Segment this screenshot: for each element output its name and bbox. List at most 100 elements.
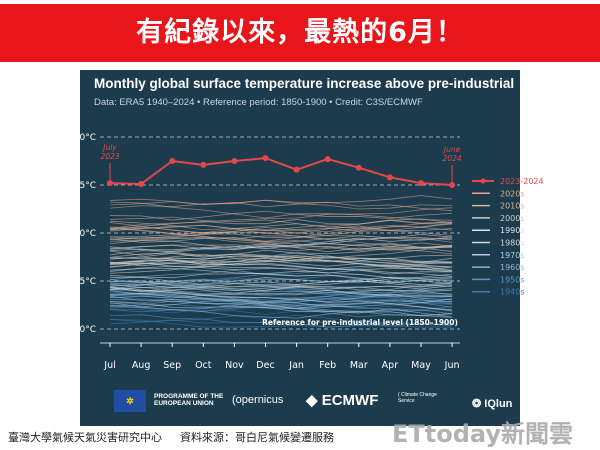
decade-line-2000s [109, 253, 453, 269]
decade-line-1990s [109, 255, 453, 266]
decade-line-1950s [109, 314, 453, 328]
legend-label: 1950s [500, 275, 525, 284]
annotation-end1: June [442, 145, 461, 154]
legend-label: 2023-2024 [500, 177, 544, 186]
decade-line-2010s [109, 242, 453, 252]
decade-line-2000s [109, 256, 453, 264]
chart-title: Monthly global surface temperature incre… [94, 76, 515, 91]
data-point-Oct [200, 161, 207, 168]
decade-line-2020s [109, 201, 453, 221]
decade-line-1970s [109, 293, 453, 302]
x-tick-label: Mar [350, 360, 368, 371]
decade-line-1960s [109, 299, 453, 310]
data-point-Jan [293, 166, 300, 173]
y-tick-label: +0.5°C [63, 277, 96, 287]
annotation-start1: July [101, 143, 117, 152]
data-point-Mar [355, 164, 362, 171]
decade-line-1970s [109, 300, 453, 317]
eu-flag-icon: ✲ [114, 390, 146, 412]
decade-line-1980s [109, 285, 453, 295]
decade-line-1940s [109, 294, 453, 306]
decade-line-1970s [109, 299, 453, 318]
decade-line-2020s [109, 225, 453, 236]
decade-line-2010s [109, 237, 453, 255]
footer-source-right: 資料來源：哥白尼氣候變遷服務 [180, 431, 334, 444]
y-tick-label: +1.5°C [63, 181, 96, 191]
x-tick-label: Aug [132, 360, 151, 371]
decade-line-1960s [109, 278, 453, 286]
reference-annotation: Reference for pre-industrial level (1850… [262, 318, 458, 327]
decade-line-2020s [109, 207, 453, 230]
decade-line-2010s [109, 227, 453, 251]
x-tick-label: Oct [195, 360, 212, 371]
legend-marker [480, 178, 486, 184]
decade-line-1970s [109, 285, 453, 296]
chart-panel: Monthly global surface temperature incre… [63, 70, 544, 426]
x-tick-label: Jun [444, 360, 460, 371]
decade-line-1980s [109, 286, 453, 297]
decade-line-1960s [109, 290, 453, 318]
decade-line-1990s [109, 245, 453, 253]
data-point-Jul [107, 180, 113, 187]
x-tick-label: May [411, 360, 431, 371]
decade-line-1980s [109, 270, 453, 285]
copernicus-logo: (opernicus [232, 394, 284, 406]
data-point-Apr [386, 174, 393, 181]
y-tick-label: +1.0°C [63, 229, 96, 239]
data-point-May [418, 180, 424, 187]
annotation-start2: 2023 [100, 152, 119, 161]
decade-line-1980s [109, 276, 453, 285]
eu-logo-text: PROGRAMME OF THE EUROPEAN UNION [154, 393, 224, 407]
decade-line-2010s [109, 223, 453, 232]
decade-line-2000s [109, 256, 453, 271]
c3s-logo: ( Climate Change Service [398, 392, 437, 404]
data-point-Dec [262, 155, 269, 162]
decade-line-2000s [109, 244, 453, 258]
x-tick-label: Dec [256, 360, 274, 371]
decade-line-1940s [109, 314, 453, 328]
data-point-Feb [324, 156, 331, 163]
data-point-Sep [169, 158, 176, 164]
decade-line-1940s [109, 318, 453, 328]
decade-line-1980s [109, 261, 453, 273]
decade-line-2010s [109, 232, 453, 247]
copernicus-text: opernicus [235, 394, 284, 406]
annotation-end2: 2024 [443, 154, 462, 163]
y-tick-label: 0°C [79, 325, 96, 335]
decade-line-1970s [109, 281, 453, 296]
x-tick-label: Sep [163, 360, 181, 371]
chart-svg: +2.0°C +1.5°C +1.0°C +0.5°C 0°C Reference for… [63, 133, 543, 371]
legend-label: 2010s [500, 202, 525, 211]
decade-line-1990s [109, 259, 453, 272]
decade-line-1970s [109, 273, 453, 289]
decade-line-1980s [109, 280, 453, 288]
x-tick-label: Jul [103, 360, 115, 371]
decade-line-1980s [109, 286, 453, 311]
decade-line-2020s [109, 216, 453, 228]
decade-line-2010s [109, 228, 453, 240]
y-tick-label: +2.0°C [63, 133, 96, 143]
decade-line-1940s [109, 319, 453, 328]
legend-label: 2000s [500, 214, 525, 223]
decade-line-1960s [109, 295, 453, 310]
watermark: ETtoday新聞雲 [392, 420, 574, 448]
brand-text: IQlun [484, 398, 513, 410]
decade-line-1960s [109, 289, 453, 303]
x-tick-label: Apr [382, 360, 399, 371]
decade-line-2020s [109, 198, 453, 210]
legend-label: 1960s [500, 263, 525, 272]
c3s-text: Climate Change Service [398, 392, 437, 404]
legend-label: 1980s [500, 239, 525, 248]
decade-line-2020s [109, 221, 453, 242]
x-tick-label: Feb [319, 360, 336, 371]
data-point-Aug [138, 181, 145, 188]
data-point-Nov [231, 158, 238, 164]
ecmwf-text: ECMWF [321, 392, 379, 409]
headline-banner: 有紀錄以來，最熱的6月！ [0, 4, 600, 62]
legend-label: 1990s [500, 226, 525, 235]
decade-line-1990s [109, 265, 453, 277]
footer-source-left: 臺灣大學氣候天氣災害研究中心 [8, 431, 162, 444]
decade-line-2000s [109, 237, 453, 248]
x-tick-label: Nov [225, 360, 244, 371]
series-line-2023-2024 [109, 157, 453, 186]
